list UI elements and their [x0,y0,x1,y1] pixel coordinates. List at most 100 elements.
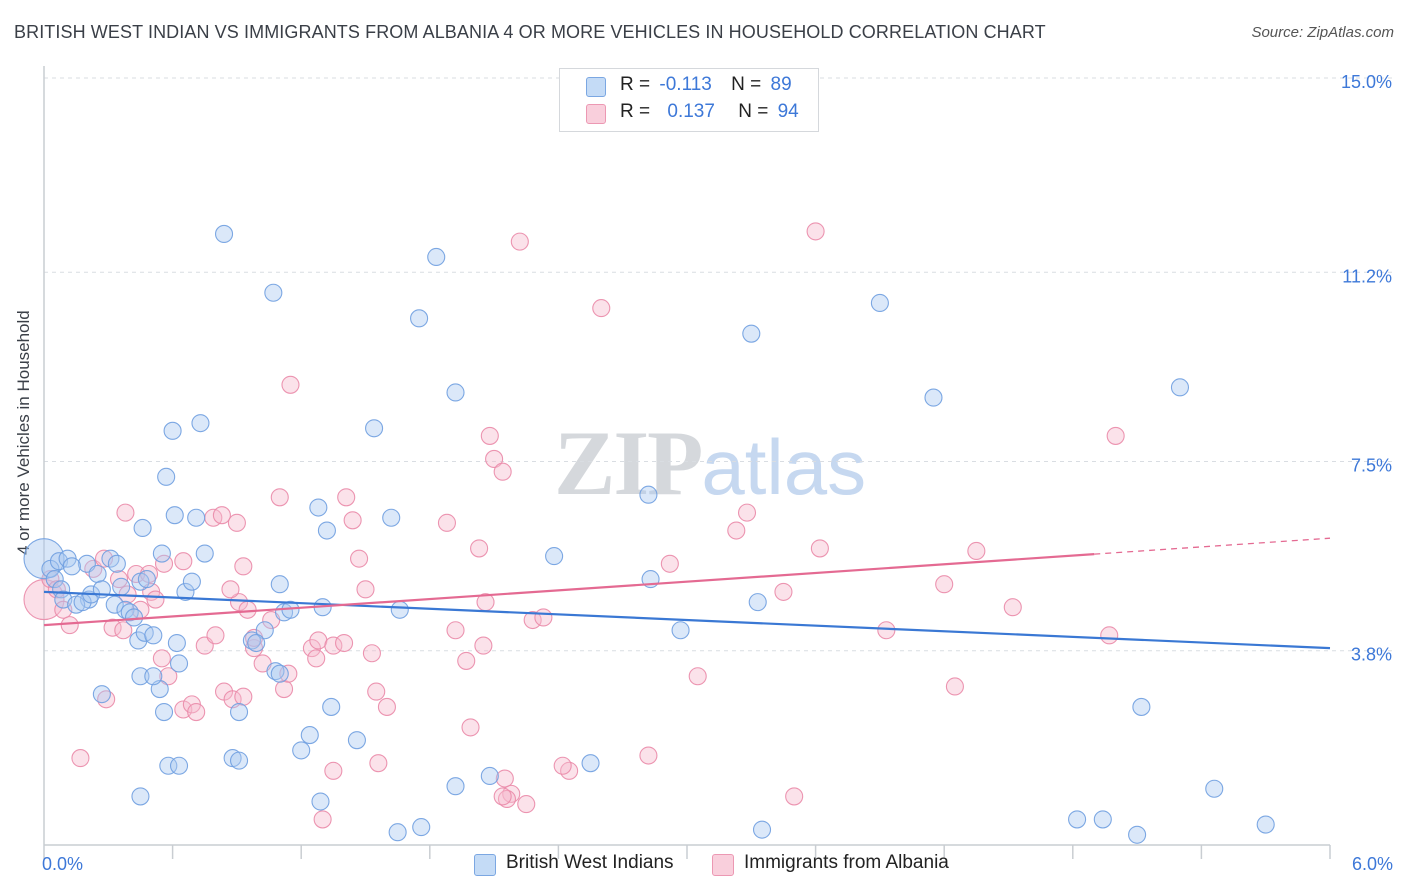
data-point [270,575,289,594]
data-point [553,756,572,775]
data-point [1100,626,1119,645]
data-point [137,570,156,589]
data-point [493,787,512,806]
data-point [234,557,253,576]
data-point [474,636,493,655]
y-tick-label: 15.0% [1341,72,1392,92]
data-point [493,462,512,481]
data-point [152,649,171,668]
data-point [206,626,225,645]
data-point [446,621,465,640]
trend-line-british-west-indians [43,590,1331,650]
chart-title: BRITISH WEST INDIAN VS IMMIGRANTS FROM A… [14,22,1046,42]
data-point [309,498,328,517]
data-point [182,572,201,591]
bottom-legend-label: Immigrants from Albania [744,852,949,873]
data-point [302,639,321,658]
legend-r-value: -0.113 [659,74,712,95]
data-point [71,749,90,768]
data-point [1132,697,1151,716]
data-point [152,544,171,563]
data-point [748,593,767,612]
x-tick-label: 0.0% [42,854,83,874]
data-point [510,232,529,251]
data-point [270,664,289,683]
data-point [116,503,135,522]
bottom-legend-label: British West Indians [506,852,674,873]
data-point [62,557,81,576]
data-point [124,608,144,627]
data-point [335,633,354,653]
data-point [935,575,954,594]
data-point [313,810,332,829]
data-point [1003,598,1022,617]
data-point [592,299,611,318]
data-point [671,621,690,640]
data-point [105,595,124,614]
data-point [264,283,283,302]
data-point [810,539,829,558]
data-point [369,754,388,773]
legend-swatch-blue [586,77,606,97]
legend-r-value: 0.137 [667,101,715,122]
data-point [365,419,384,438]
y-tick-label: 3.8% [1351,645,1392,665]
data-point [324,636,343,655]
data-point [159,667,178,686]
data-point [322,697,341,716]
data-point [377,697,396,716]
data-point [221,580,240,599]
data-point [307,649,326,668]
data-point [347,731,366,750]
data-point [187,703,206,722]
data-point [176,582,195,601]
legend-n-value: 94 [777,101,799,122]
y-tick-label: 7.5% [1351,456,1392,476]
data-point [545,547,564,566]
bottom-legend-swatch-blue [474,854,496,876]
legend-r-label: R = [620,74,651,95]
watermark-atlas: atlas [701,423,867,511]
tick-labels: 3.8% 7.5% 11.2% 15.0% 0.0% 6.0% [42,72,1393,874]
data-point [388,823,407,842]
x-tick-label: 6.0% [1352,854,1393,874]
series-immigrants-from-albania-points [23,222,1125,829]
trend-line-immigrants-from-albania-dashed [1094,537,1331,555]
data-point [1256,815,1275,834]
data-point [311,792,330,811]
data-point [214,224,234,244]
data-point [60,616,79,635]
data-point [45,570,64,589]
data-point [581,754,600,773]
data-point [924,388,943,407]
y-tick-label: 11.2% [1342,266,1392,286]
data-point [877,621,896,640]
data-point [154,703,174,722]
data-point [639,746,658,765]
data-point [639,485,658,504]
data-point [343,511,362,530]
data-point [131,667,150,686]
data-point [234,687,253,706]
data-point [1106,426,1125,445]
data-point [317,521,336,540]
data-point [103,618,122,637]
data-point [255,621,274,640]
data-point [660,554,679,573]
data-point [382,508,401,527]
data-point [131,787,150,806]
data-point [281,375,300,394]
data-point [195,544,214,563]
data-point [292,741,311,760]
data-point [212,506,231,525]
bottom-legend-swatch-pink [712,854,734,876]
data-point [229,751,249,770]
data-point [1068,810,1087,829]
legend-n-label: N = [738,101,769,122]
data-point [227,513,246,532]
data-point [174,552,193,571]
legend-n-value: 89 [770,74,792,95]
data-point [480,766,499,786]
data-point [412,818,431,837]
series-british-west-indians-points [23,224,1275,844]
